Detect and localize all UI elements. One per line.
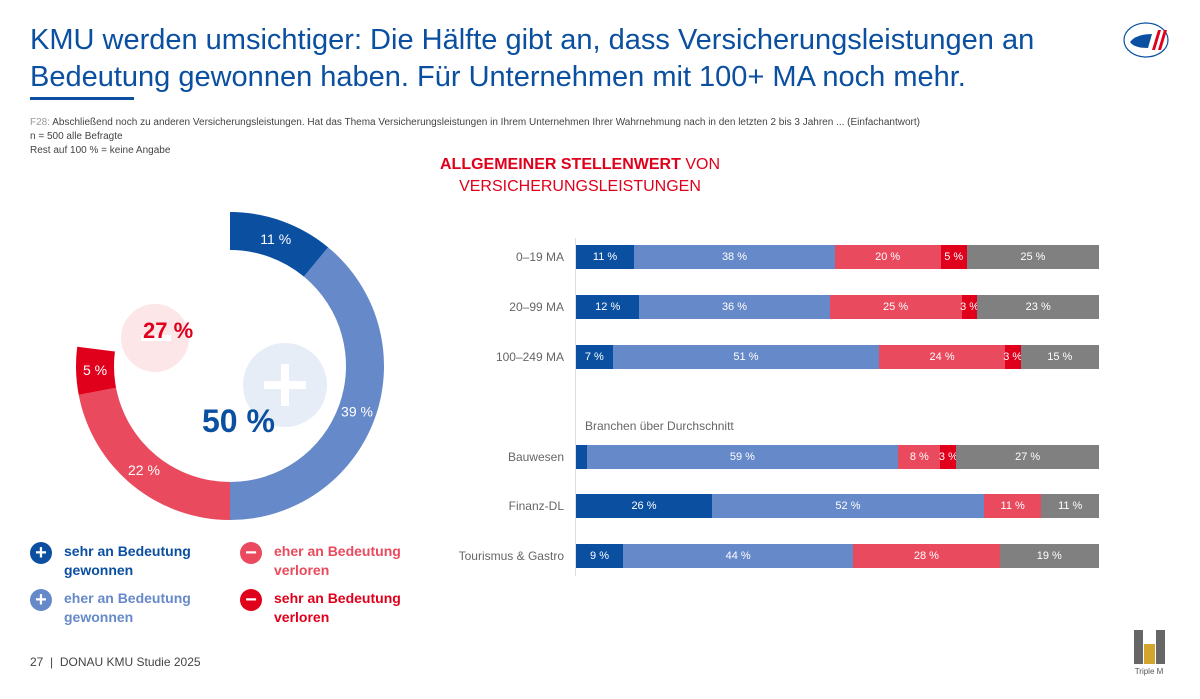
stacked-bar: 11 % 38 % 20 % 5 % 25 %	[576, 245, 1099, 269]
donut-chart: 11 % 39 % 22 % 5 % 27 % 50 %	[75, 212, 384, 521]
row-label: 20–99 MA	[509, 300, 564, 314]
plus-icon: +	[30, 542, 52, 564]
group-label: Branchen über Durchschnitt	[585, 419, 734, 433]
plus-icon-vertical	[281, 364, 289, 406]
legend-item-eher_verloren: − eher an Bedeutung verloren	[240, 542, 424, 580]
stacked-bar: 9 % 44 % 28 % 19 %	[576, 544, 1099, 568]
row-label: 100–249 MA	[495, 350, 564, 364]
question-code: F28:	[30, 117, 51, 128]
bar-segment-sehr_verloren: 3 %	[1003, 345, 1022, 369]
donut-slice-sehr_verloren	[75, 346, 117, 395]
donut-slice-eher_gewonnen	[230, 247, 384, 521]
bar-segment-eher_gewonnen: 59 %	[586, 445, 899, 469]
legend-item-sehr_gewonnen: + sehr an Bedeutung gewonnen	[30, 542, 214, 580]
bar-segment-keine_angabe: 23 %	[977, 295, 1099, 319]
bar-segment-eher_verloren: 25 %	[829, 295, 962, 319]
bar-segment-keine_angabe: 19 %	[999, 544, 1099, 568]
bar-segment-eher_verloren: 28 %	[853, 544, 1000, 568]
minus-total: 27 %	[143, 318, 193, 343]
page-title: KMU werden umsichtiger: Die Hälfte gibt …	[30, 24, 1035, 93]
axis-line	[575, 238, 576, 576]
chart-title-rest: VON VERSICHERUNGSLEISTUNGEN	[459, 156, 720, 195]
minus-icon: −	[240, 542, 262, 564]
legend-label: eher an Bedeutung gewonnen	[64, 590, 191, 625]
stacked-bar: 59 % 8 % 3 % 27 %	[576, 445, 1099, 469]
rest-note: Rest auf 100 % = keine Angabe	[30, 145, 171, 156]
plus-total: 50 %	[202, 403, 275, 439]
bar-segment-eher_verloren: 8 %	[898, 445, 941, 469]
row-label: Tourismus & Gastro	[458, 549, 564, 563]
bar-segment-eher_verloren: 24 %	[879, 345, 1005, 369]
bar-segment-eher_gewonnen: 38 %	[634, 245, 835, 269]
bar-segment-eher_verloren: 11 %	[983, 494, 1042, 518]
footer: 27 | DONAU KMU Studie 2025	[30, 655, 201, 669]
donut-label: 5 %	[83, 362, 107, 378]
donut-slice-sehr_gewonnen	[230, 212, 329, 277]
bar-segment-sehr_gewonnen: 12 %	[576, 295, 640, 319]
bar-segment-sehr_gewonnen: 7 %	[576, 345, 613, 369]
study-name: DONAU KMU Studie 2025	[59, 655, 201, 669]
bar-segment-eher_gewonnen: 51 %	[612, 345, 880, 369]
bar-segment-eher_gewonnen: 52 %	[711, 494, 984, 518]
bar-segment-sehr_verloren: 5 %	[940, 245, 967, 269]
minus-icon: −	[240, 589, 262, 611]
bar-segment-keine_angabe: 27 %	[956, 445, 1099, 469]
chart-title-bold: ALLGEMEINER STELLENWERT	[439, 156, 681, 173]
bar-segment-eher_gewonnen: 36 %	[639, 295, 830, 319]
row-label: 0–19 MA	[515, 250, 564, 264]
question: Abschließend noch zu anderen Versicherun…	[52, 117, 920, 128]
title-underline	[30, 97, 134, 100]
stacked-bar: 12 % 36 % 25 % 3 % 23 %	[576, 295, 1099, 319]
stacked-bar: 7 % 51 % 24 % 3 % 15 %	[576, 345, 1099, 369]
bar-segment-sehr_verloren: 3 %	[939, 445, 958, 469]
plus-icon: +	[30, 589, 52, 611]
donau-logo	[1123, 22, 1169, 58]
bar-segment-eher_verloren: 20 %	[834, 245, 941, 269]
stacked-bar: 26 % 52 % 11 % 11 %	[576, 494, 1099, 518]
legend-label: sehr an Bedeutung gewonnen	[64, 543, 191, 578]
bar-segment-keine_angabe: 25 %	[966, 245, 1099, 269]
bar-segment-sehr_gewonnen	[576, 445, 587, 469]
bar-segment-sehr_gewonnen: 26 %	[576, 494, 712, 518]
chart-title: ALLGEMEINER STELLENWERT VON VERSICHERUNG…	[380, 154, 780, 198]
donut-label: 39 %	[341, 404, 373, 420]
bar-segment-sehr_gewonnen: 11 %	[576, 245, 635, 269]
triple-m-logo: Triple M	[1134, 630, 1165, 676]
svg-text:Triple M: Triple M	[1135, 667, 1164, 676]
donut-slice-eher_verloren	[78, 387, 231, 520]
question-text: F28: Abschließend noch zu anderen Versic…	[30, 117, 920, 128]
bar-segment-eher_gewonnen: 44 %	[623, 544, 854, 568]
legend-item-eher_gewonnen: + eher an Bedeutung gewonnen	[30, 589, 214, 627]
row-label: Finanz-DL	[508, 499, 564, 513]
bar-segment-sehr_gewonnen: 9 %	[576, 544, 624, 568]
minus-icon	[141, 335, 171, 341]
donut-label: 11 %	[260, 231, 291, 247]
bar-segment-keine_angabe: 11 %	[1041, 494, 1099, 518]
legend-item-sehr_verloren: − sehr an Bedeutung verloren	[240, 589, 424, 627]
page-number: 27	[30, 655, 44, 669]
legend-label: eher an Bedeutung verloren	[274, 543, 401, 578]
row-label: Bauwesen	[507, 450, 564, 464]
bar-segment-sehr_verloren: 3 %	[960, 295, 979, 319]
donut-label: 22 %	[128, 462, 160, 478]
bar-segment-keine_angabe: 15 %	[1020, 345, 1099, 369]
legend-label: sehr an Bedeutung verloren	[274, 590, 401, 625]
sample-note: n = 500 alle Befragte	[30, 131, 123, 142]
